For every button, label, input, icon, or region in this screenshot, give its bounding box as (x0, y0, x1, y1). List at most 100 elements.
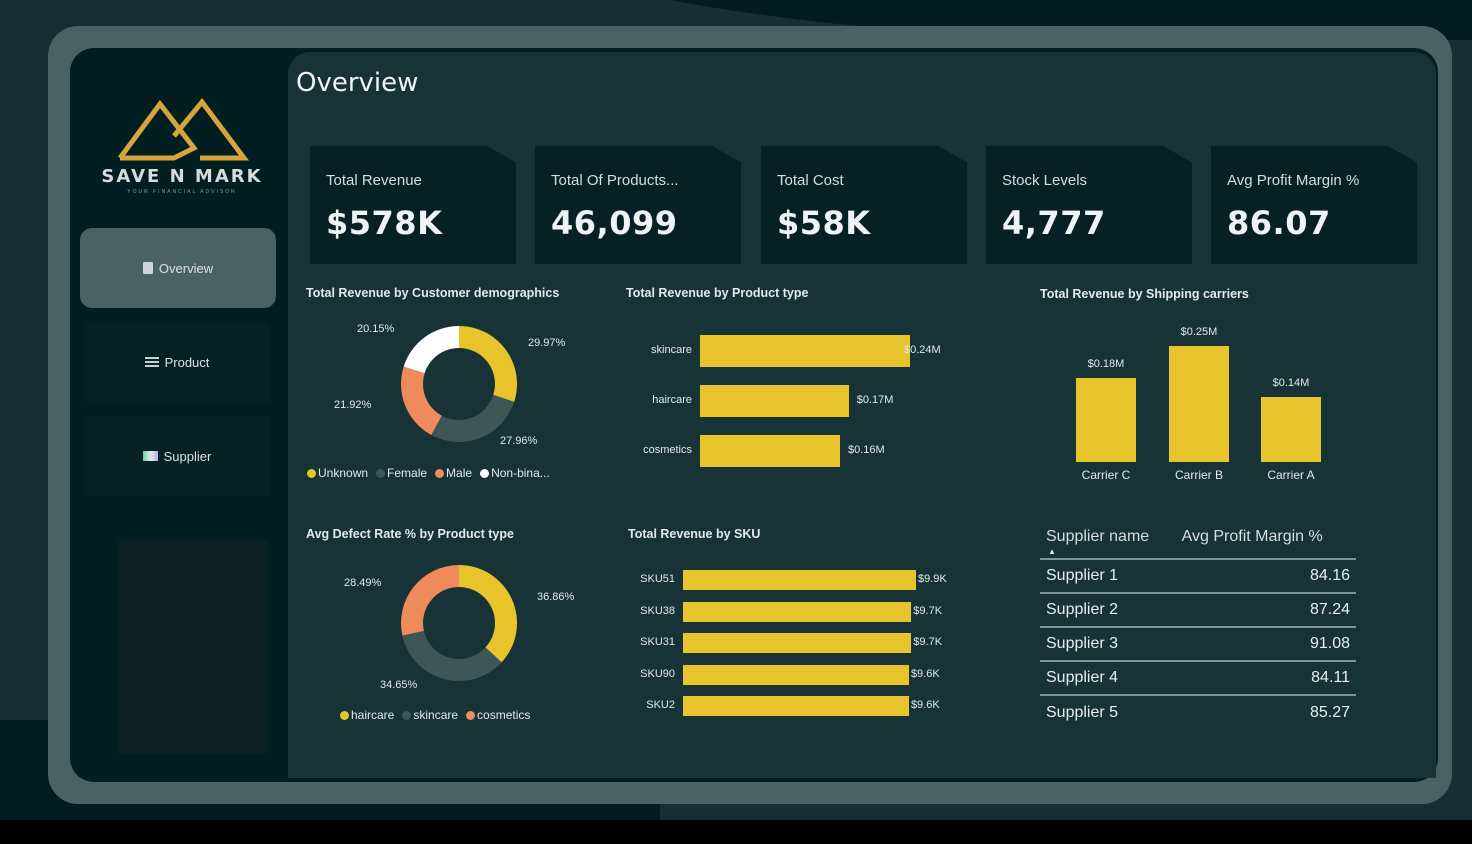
legend-item[interactable]: haircare (340, 708, 394, 722)
kpi-card-stock-levels[interactable]: Stock Levels 4,777 (986, 146, 1192, 264)
legend-item[interactable]: skincare (402, 708, 458, 722)
profit-margin-cell: 84.11 (1175, 660, 1356, 695)
demographics-donut-chart[interactable] (395, 320, 523, 448)
chart-title-defect-rate: Avg Defect Rate % by Product type (306, 527, 514, 541)
legend-item[interactable]: Unknown (307, 466, 368, 480)
mountain-logo-icon (117, 97, 249, 161)
bar-sku2[interactable] (683, 696, 909, 716)
profit-margin-cell: 85.27 (1175, 694, 1356, 729)
flag-icon (142, 451, 158, 461)
legend-label: skincare (413, 708, 459, 722)
kpi-card-total-products[interactable]: Total Of Products... 46,099 (535, 146, 741, 264)
supplier-table: Supplier name ▲ Avg Profit Margin % Suppl… (1040, 524, 1356, 729)
donut-slice-male[interactable] (401, 366, 442, 435)
legend-item[interactable]: Non-bina... (480, 466, 550, 480)
kpi-card-avg-profit-margin[interactable]: Avg Profit Margin % 86.07 (1211, 146, 1417, 264)
kpi-card-total-revenue[interactable]: Total Revenue $578K (310, 146, 516, 264)
page-title: Overview (296, 68, 419, 98)
kpi-value: 86.07 (1227, 204, 1331, 242)
supplier-name-cell: Supplier 4 (1040, 660, 1176, 695)
column-header-avg-profit-margin[interactable]: Avg Profit Margin % (1176, 524, 1356, 559)
kpi-label: Total Cost (777, 172, 844, 189)
list-icon (144, 356, 159, 368)
axis-label: Carrier C (1081, 468, 1131, 482)
data-label: 29.97% (528, 337, 566, 349)
donut-slice-unknown[interactable] (459, 326, 517, 402)
axis-label: Carrier A (1267, 468, 1315, 482)
column-carrier-a[interactable] (1261, 397, 1321, 462)
profit-margin-cell: 87.24 (1175, 592, 1356, 627)
sidebar-item-label: Overview (158, 260, 214, 276)
chart-title-sku: Total Revenue by SKU (628, 527, 761, 541)
supplier-name-cell: Supplier 1 (1040, 558, 1176, 593)
chart-title-shipping-carriers: Total Revenue by Shipping carriers (1040, 287, 1249, 301)
bar-sku38[interactable] (683, 601, 912, 622)
legend-label: Female (387, 466, 428, 480)
chart-title-product-type: Total Revenue by Product type (626, 286, 809, 300)
table-row[interactable]: Supplier 2 87.24 (1040, 592, 1356, 627)
axis-label: SKU38 (640, 604, 675, 617)
column-header-supplier-name[interactable]: Supplier name ▲ (1040, 524, 1176, 559)
donut-slice-haircare[interactable] (459, 565, 517, 663)
bar-sku51[interactable] (683, 570, 916, 590)
axis-label: skincare (651, 344, 692, 356)
donut-slice-non-binary[interactable] (403, 326, 459, 374)
kpi-value: 4,777 (1002, 204, 1106, 242)
supplier-name-cell: Supplier 5 (1040, 694, 1176, 729)
table-header-row: Supplier name ▲ Avg Profit Margin % (1040, 524, 1356, 559)
table-row[interactable]: Supplier 1 84.16 (1040, 558, 1356, 593)
donut-slice-female[interactable] (431, 395, 515, 442)
legend-dot (376, 469, 386, 478)
data-label: $9.7K (913, 604, 943, 617)
sidebar-item-label: Product (164, 354, 210, 370)
data-label: $0.24M (904, 344, 941, 356)
donut-slice-cosmetics[interactable] (401, 565, 459, 636)
axis-label: Carrier B (1174, 468, 1223, 482)
bar-sku31[interactable] (683, 633, 912, 653)
table-row[interactable]: Supplier 4 84.11 (1040, 660, 1356, 695)
brand-logo: SAVE N MARK YOUR FINANCIAL ADVISOR (92, 96, 272, 206)
legend-item[interactable]: cosmetics (466, 708, 530, 722)
axis-label: SKU2 (646, 699, 675, 711)
page-icon (142, 262, 153, 274)
data-label: 28.49% (344, 577, 382, 589)
legend-item[interactable]: Male (435, 466, 472, 480)
legend-dot (435, 469, 445, 478)
legend-dot (466, 711, 476, 720)
legend-item[interactable]: Female (376, 466, 427, 480)
legend-label: cosmetics (477, 708, 531, 722)
defect-rate-donut-chart[interactable] (395, 562, 523, 684)
sidebar-empty-panel (118, 540, 268, 754)
legend-label: Male (446, 466, 473, 480)
column-header-label: Avg Profit Margin % (1181, 528, 1323, 545)
data-label: 34.65% (380, 679, 418, 691)
sort-ascending-icon[interactable]: ▲ (1048, 547, 1056, 556)
legend-dot (402, 711, 412, 720)
sidebar-item-label: Supplier (163, 448, 212, 464)
bar-sku90[interactable] (683, 664, 909, 685)
data-label: $9.6K (910, 667, 940, 680)
column-carrier-b[interactable] (1169, 346, 1229, 462)
bottom-letterbox (0, 820, 1472, 844)
donut-slice-skincare[interactable] (402, 630, 502, 681)
data-label: $9.9K (918, 573, 947, 585)
kpi-card-total-cost[interactable]: Total Cost $58K (761, 146, 967, 264)
data-label: 21.92% (334, 399, 372, 411)
kpi-label: Stock Levels (1002, 172, 1088, 189)
sidebar-item-supplier[interactable]: Supplier (84, 416, 270, 496)
data-label: $0.14M (1272, 377, 1310, 390)
axis-label: SKU51 (640, 573, 675, 585)
bar-haircare[interactable] (700, 385, 849, 417)
column-carrier-c[interactable] (1076, 378, 1136, 462)
sidebar-item-product[interactable]: Product (84, 322, 270, 402)
data-label: $9.7K (913, 636, 943, 648)
supplier-name-cell: Supplier 3 (1040, 626, 1176, 661)
sidebar-item-overview[interactable]: Overview (80, 228, 276, 308)
bar-skincare[interactable] (700, 335, 910, 367)
table-row[interactable]: Supplier 3 91.08 (1040, 626, 1356, 661)
profit-margin-cell: 91.08 (1175, 626, 1356, 661)
kpi-value: 46,099 (551, 204, 678, 242)
bar-cosmetics[interactable] (700, 435, 840, 467)
kpi-label: Total Of Products... (551, 172, 679, 189)
table-row[interactable]: Supplier 5 85.27 (1040, 694, 1356, 729)
